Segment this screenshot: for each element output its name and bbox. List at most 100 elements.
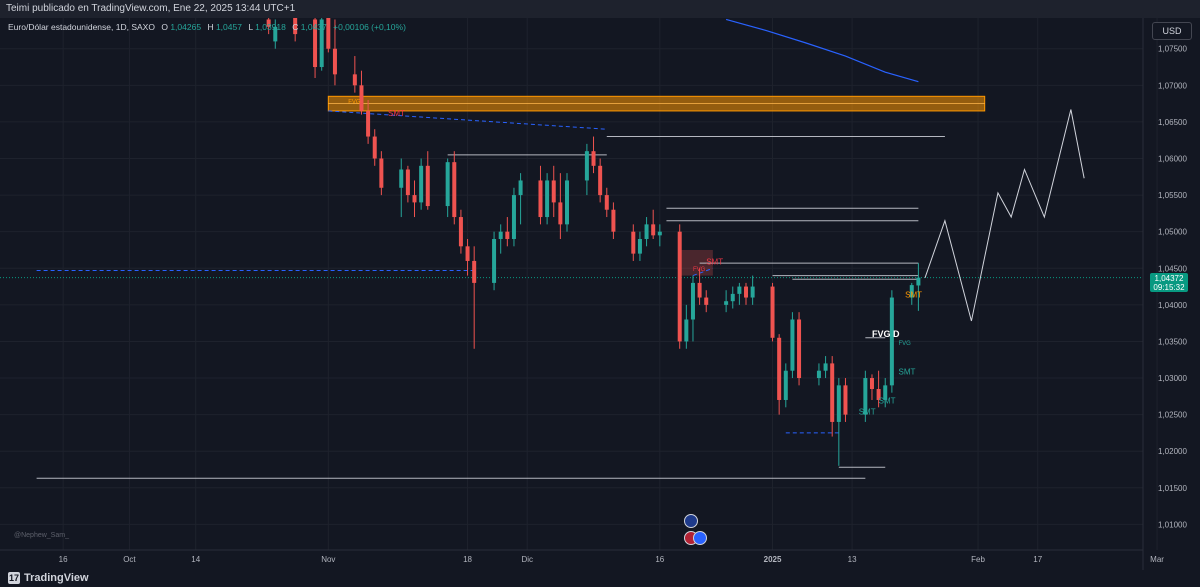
candle-body — [425, 165, 430, 207]
candle — [863, 370, 868, 422]
price-badge-price: 1,04372 — [1155, 274, 1184, 283]
candle-body — [836, 385, 841, 422]
annotation-label: SMT — [388, 109, 405, 118]
legend-h-value: 1,0457 — [216, 22, 242, 32]
candle — [816, 363, 821, 386]
annotation-label: SMT — [905, 291, 922, 300]
candle-body — [869, 378, 874, 390]
tradingview-logo-icon[interactable]: 17 — [8, 572, 20, 584]
candle-body — [545, 180, 550, 218]
candle — [538, 165, 543, 225]
annotation-label: SMT — [899, 367, 916, 376]
candle-body — [697, 282, 702, 298]
brand-name[interactable]: TradingView — [24, 572, 89, 584]
candle — [551, 165, 556, 218]
candle-body — [724, 301, 729, 305]
candle — [591, 136, 596, 174]
candle — [412, 180, 417, 218]
candle-body — [889, 297, 894, 386]
candle — [777, 334, 782, 415]
price-axis[interactable]: 1,07500 1,07000 1,06500 1,06000 1,05500 1,050… — [1158, 45, 1187, 530]
price-tick-label: 1,05500 — [1158, 191, 1187, 200]
candle — [730, 286, 735, 309]
candle-body — [332, 48, 337, 75]
time-axis[interactable]: 16Oct14Nov18Dic16202513Feb17Mar17Abr14 — [59, 555, 1200, 564]
candle — [889, 290, 894, 393]
candle-body — [797, 319, 802, 379]
eu-flag-icon[interactable] — [693, 531, 707, 545]
legend-l-label: L — [248, 22, 253, 32]
candle — [266, 18, 271, 35]
price-tick-label: 1,07500 — [1158, 45, 1187, 54]
price-tick-label: 1,02500 — [1158, 411, 1187, 420]
candle-body — [412, 195, 417, 203]
candle-body — [777, 337, 782, 400]
candle-body — [359, 85, 364, 111]
annotation-label: FVG — [899, 341, 912, 347]
candle — [843, 378, 848, 422]
candle-body — [783, 370, 788, 400]
candle — [790, 312, 795, 379]
annotation-label: FVG — [693, 267, 706, 273]
candle — [465, 238, 470, 276]
candle — [724, 290, 729, 313]
candle-body — [816, 370, 821, 379]
candle-body — [379, 158, 384, 188]
candle — [425, 151, 430, 210]
smt-line — [692, 267, 714, 277]
candle-body — [631, 231, 636, 254]
candle-body — [604, 195, 609, 210]
candle-body — [465, 246, 470, 261]
candle — [797, 312, 802, 386]
candle-body — [591, 151, 596, 166]
candle-body — [445, 162, 450, 207]
legend-o-value: 1,04265 — [170, 22, 201, 32]
time-tick-label: Dic — [521, 555, 533, 564]
candle — [498, 224, 503, 254]
candle — [379, 151, 384, 196]
candle-body — [883, 385, 888, 400]
candle-body — [677, 231, 682, 342]
annotation-label: SMT — [879, 397, 896, 406]
event-flag-icon[interactable] — [684, 514, 698, 528]
candle-body — [399, 169, 404, 188]
price-tick-label: 1,06500 — [1158, 118, 1187, 127]
moving-average — [725, 18, 919, 83]
watermark: @Nephew_Sam_ — [14, 532, 69, 539]
price-tick-label: 1,02000 — [1158, 447, 1187, 456]
time-tick-label: 14 — [191, 555, 200, 564]
candles — [266, 18, 921, 466]
candle — [313, 18, 318, 79]
candle — [399, 158, 404, 218]
candle-body — [538, 180, 543, 218]
ma-line — [725, 18, 919, 83]
price-tick-label: 1,03500 — [1158, 337, 1187, 346]
candle — [631, 224, 636, 261]
candle-body — [405, 169, 410, 196]
price-tick-label: 1,07000 — [1158, 81, 1187, 90]
candle-body — [790, 319, 795, 371]
candle — [545, 173, 550, 225]
candle — [657, 224, 662, 247]
candle-body — [293, 18, 298, 35]
candle-body — [611, 209, 616, 232]
price-tick-label: 1,03000 — [1158, 374, 1187, 383]
candle — [697, 268, 702, 305]
candle — [604, 187, 609, 218]
candle — [684, 304, 689, 349]
legend-change: +0,00106 (+0,10%) — [333, 22, 406, 32]
candle — [876, 370, 881, 408]
candle-body — [419, 165, 424, 203]
levels — [0, 110, 1143, 479]
legend-c-label: C — [292, 22, 298, 32]
legend-l-value: 1,03918 — [255, 22, 286, 32]
annotation-label: FVG D — [872, 329, 900, 339]
time-tick-label: Mar — [1150, 555, 1164, 564]
candle — [750, 275, 755, 305]
candle-body — [863, 378, 868, 415]
smt-line — [328, 110, 607, 130]
time-tick-label: Oct — [123, 555, 136, 564]
legend-symbol: Euro/Dólar estadounidense, 1D, SAXO — [8, 22, 155, 32]
currency-button[interactable]: USD — [1152, 22, 1192, 40]
